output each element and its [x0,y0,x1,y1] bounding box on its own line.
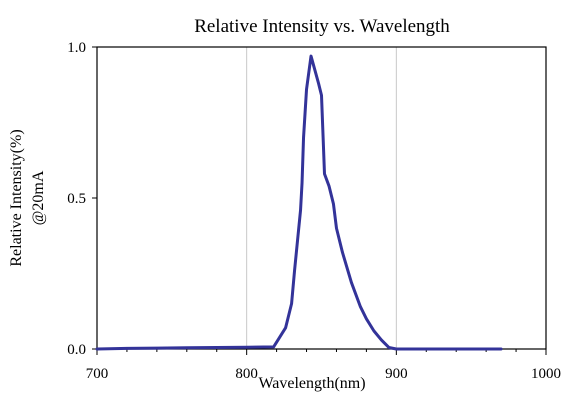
chart-title: Relative Intensity vs. Wavelength [194,16,450,37]
x-tick-label: 1000 [531,366,561,382]
x-axis-label: Wavelength(nm) [258,375,365,392]
x-tick-label: 800 [235,366,258,382]
x-tick-labels: 700 800 900 1000 [86,366,561,382]
y-tick-label: 1.0 [67,40,86,56]
x-tick-label: 900 [385,366,408,382]
series-line [95,54,503,351]
y-axis-label-line1: Relative Intensity(%) [8,129,25,266]
axis-ticks [92,46,547,355]
y-tick-labels: 0.0 0.5 1.0 [67,40,86,358]
y-axis-label-line2: @20mA [30,170,47,225]
x-tick-label: 700 [86,366,109,382]
grid-lines [246,47,397,349]
y-tick-label: 0.5 [67,191,86,207]
y-tick-label: 0.0 [67,342,86,358]
